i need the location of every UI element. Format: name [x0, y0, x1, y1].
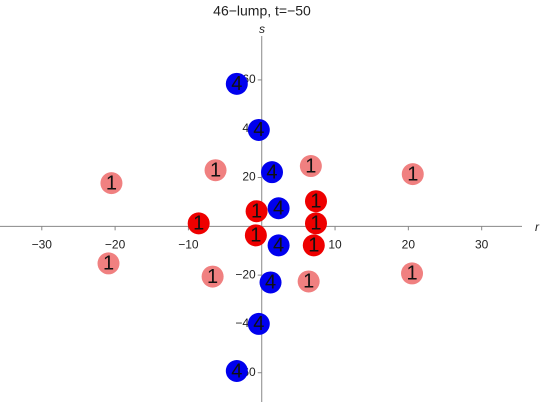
point	[100, 172, 123, 195]
point	[225, 72, 248, 95]
point	[304, 190, 327, 213]
point	[260, 161, 283, 184]
point-label: 4	[231, 360, 242, 382]
point	[304, 212, 327, 235]
point-label: 1	[310, 190, 321, 212]
y-tick-label: −20	[235, 267, 256, 281]
point-label: 4	[273, 198, 284, 220]
point	[244, 224, 267, 247]
point	[267, 234, 290, 257]
point-label: 1	[303, 271, 314, 293]
point	[201, 265, 224, 288]
point-label: 1	[305, 155, 316, 177]
x-tick-label: −30	[32, 237, 53, 251]
point	[247, 118, 270, 141]
x-tick-label: −20	[105, 237, 126, 251]
point-label: 1	[106, 172, 117, 194]
point-label: 4	[266, 161, 277, 183]
point	[401, 262, 424, 285]
point	[297, 270, 320, 293]
point	[267, 197, 290, 220]
point	[302, 234, 325, 257]
point	[187, 212, 210, 235]
point-label: 4	[253, 313, 264, 335]
point-label: 4	[253, 119, 264, 141]
x-tick-label: 30	[475, 237, 489, 251]
y-axis-label: s	[259, 22, 265, 36]
point	[259, 271, 282, 294]
point-label: 1	[310, 213, 321, 235]
point-label: 1	[207, 266, 218, 288]
point-label: 1	[103, 253, 114, 275]
y-tick-label: 20	[242, 170, 256, 184]
chart-title: 46−lump, t=−50	[213, 3, 311, 19]
point-label: 1	[308, 235, 319, 257]
point-label: 1	[210, 159, 221, 181]
x-tick-label: −10	[178, 237, 199, 251]
point	[247, 312, 270, 335]
x-tick-label: 20	[402, 237, 416, 251]
point-label: 4	[231, 73, 242, 95]
point	[401, 163, 424, 186]
point-label: 4	[265, 272, 276, 294]
point-label: 1	[406, 263, 417, 285]
point-label: 1	[193, 213, 204, 235]
point	[225, 360, 248, 383]
x-axis-label: r	[535, 220, 540, 234]
point-label: 1	[407, 163, 418, 185]
point-label: 1	[250, 225, 261, 247]
x-tick-label: 10	[328, 237, 342, 251]
point	[299, 155, 322, 178]
point-label: 1	[251, 200, 262, 222]
point-label: 4	[273, 235, 284, 257]
point	[204, 159, 227, 182]
point	[245, 200, 268, 223]
point	[97, 252, 120, 275]
